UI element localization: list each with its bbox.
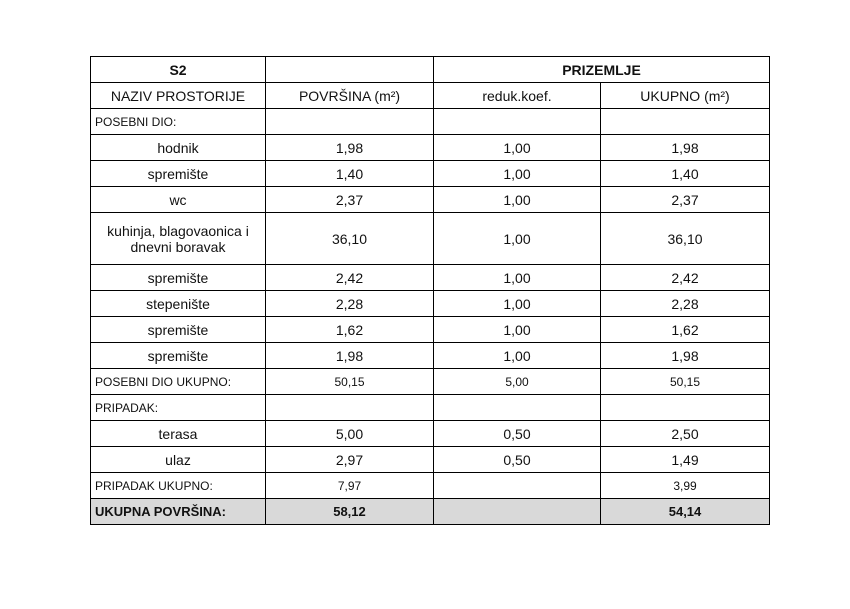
table-cell: PRIPADAK: (90, 394, 266, 421)
table-cell: 1,00 (433, 212, 601, 265)
table-cell: PRIPADAK UKUPNO: (90, 472, 266, 499)
table-cell: 2,37 (599, 186, 771, 213)
table-cell: spremište (90, 342, 266, 369)
table-cell: 3,99 (599, 472, 771, 499)
table-cell: 0,50 (433, 420, 601, 447)
table-cell: NAZIV PROSTORIJE (90, 82, 266, 109)
table-row: spremište 2,42 1,00 2,42 (90, 264, 771, 291)
table-cell: 1,00 (433, 342, 601, 369)
table-cell: UKUPNO (m²) (599, 82, 771, 109)
table-cell: 1,40 (265, 160, 434, 187)
table-cell: spremište (90, 264, 266, 291)
table-cell: 2,42 (265, 264, 434, 291)
table-row: spremište 1,62 1,00 1,62 (90, 316, 771, 343)
table-cell (599, 394, 771, 421)
table-cell: 2,37 (265, 186, 434, 213)
table-cell: S2 (90, 56, 266, 83)
table-cell: hodnik (90, 134, 266, 161)
table-cell: 2,97 (265, 446, 434, 473)
table-cell: 7,97 (265, 472, 434, 499)
table-cell: 1,00 (433, 186, 601, 213)
table-cell: 2,50 (599, 420, 771, 447)
table-row: POSEBNI DIO: (90, 108, 771, 135)
table-cell (433, 472, 601, 499)
table-cell: POSEBNI DIO: (90, 108, 266, 135)
table-cell: 1,40 (599, 160, 771, 187)
table-row: PRIPADAK UKUPNO: 7,97 3,99 (90, 472, 771, 499)
table-cell: 1,00 (433, 264, 601, 291)
table-cell (433, 108, 601, 135)
area-table: S2 PRIZEMLJE NAZIV PROSTORIJE POVRŠINA (m²)… (90, 56, 771, 525)
table-cell: 5,00 (265, 420, 434, 447)
table-row: POSEBNI DIO UKUPNO: 50,15 5,00 50,15 (90, 368, 771, 395)
table-row: stepenište 2,28 1,00 2,28 (90, 290, 771, 317)
table-cell: POSEBNI DIO UKUPNO: (90, 368, 266, 395)
table-cell: 1,49 (599, 446, 771, 473)
table-cell: 54,14 (599, 498, 771, 525)
table-row: ulaz 2,97 0,50 1,49 (90, 446, 771, 473)
table-cell: 50,15 (599, 368, 771, 395)
table-row: terasa 5,00 0,50 2,50 (90, 420, 771, 447)
table-cell: 1,98 (599, 342, 771, 369)
table-cell: 36,10 (265, 212, 434, 265)
table-row: NAZIV PROSTORIJE POVRŠINA (m²) reduk.koef.… (90, 82, 771, 109)
table-cell: UKUPNA POVRŠINA: (90, 498, 266, 525)
table-cell (433, 498, 601, 525)
table-cell: 1,98 (265, 342, 434, 369)
table-cell: 1,00 (433, 316, 601, 343)
table-row: S2 PRIZEMLJE (90, 56, 771, 83)
table-cell: POVRŠINA (m²) (265, 82, 434, 109)
table-row: spremište 1,40 1,00 1,40 (90, 160, 771, 187)
table-cell: 58,12 (265, 498, 434, 525)
table-row: wc 2,37 1,00 2,37 (90, 186, 771, 213)
table-cell: 1,62 (265, 316, 434, 343)
table-row: spremište 1,98 1,00 1,98 (90, 342, 771, 369)
table-cell: 50,15 (265, 368, 434, 395)
table-cell: 2,42 (599, 264, 771, 291)
table-cell (433, 394, 601, 421)
table-cell: 1,98 (265, 134, 434, 161)
table-cell: stepenište (90, 290, 266, 317)
table-row: PRIPADAK: (90, 394, 771, 421)
table-cell: kuhinja, blagovaonica i dnevni boravak (90, 212, 266, 265)
table-cell: 0,50 (433, 446, 601, 473)
table-cell: ulaz (90, 446, 266, 473)
table-cell: PRIZEMLJE (432, 56, 771, 83)
table-cell: 1,00 (433, 134, 601, 161)
table-cell: spremište (90, 316, 266, 343)
table-cell: spremište (90, 160, 266, 187)
table-cell (599, 108, 771, 135)
table-cell: terasa (90, 420, 266, 447)
table-cell: 2,28 (599, 290, 771, 317)
table-row: UKUPNA POVRŠINA: 58,12 54,14 (90, 498, 771, 525)
table-cell: 36,10 (599, 212, 771, 265)
table-cell: 1,00 (433, 290, 601, 317)
table-cell (265, 108, 434, 135)
table-cell: 1,62 (599, 316, 771, 343)
table-cell (265, 56, 434, 83)
table-row: kuhinja, blagovaonica i dnevni boravak 36… (90, 212, 771, 265)
table-cell (265, 394, 434, 421)
table-cell: 1,00 (433, 160, 601, 187)
table-row: hodnik 1,98 1,00 1,98 (90, 134, 771, 161)
table-cell: wc (90, 186, 266, 213)
table-body: S2 PRIZEMLJE NAZIV PROSTORIJE POVRŠINA (m²)… (90, 56, 771, 525)
table-cell: reduk.koef. (433, 82, 601, 109)
table-cell: 2,28 (265, 290, 434, 317)
table-cell: 5,00 (433, 368, 601, 395)
table-cell: 1,98 (599, 134, 771, 161)
